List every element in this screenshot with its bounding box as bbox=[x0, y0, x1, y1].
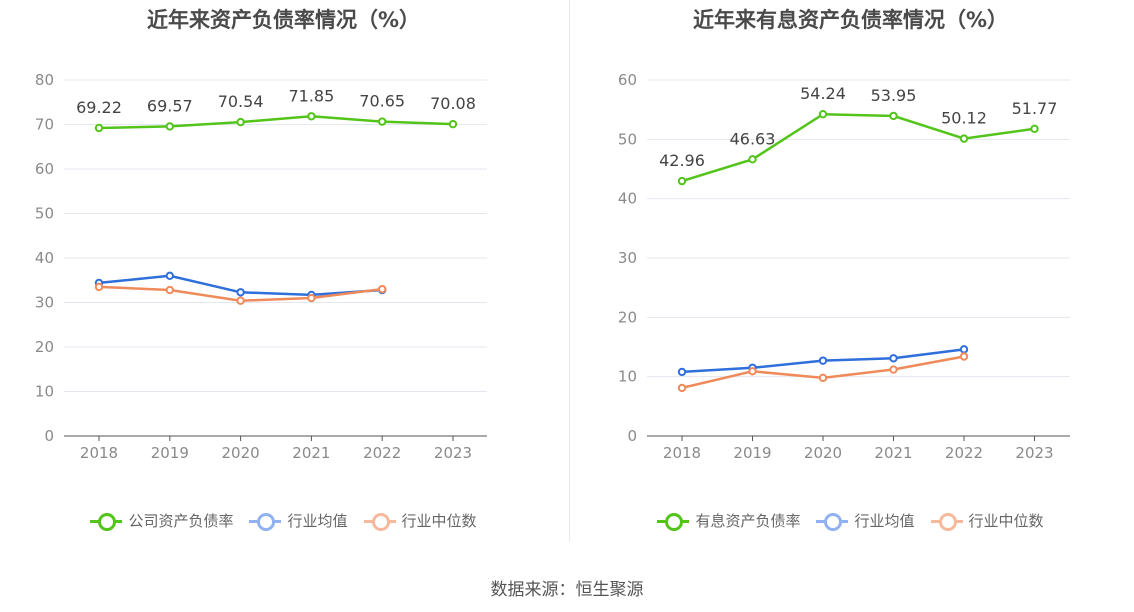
data-point bbox=[94, 123, 104, 133]
y-tick-label: 10 bbox=[35, 383, 54, 401]
data-label: 53.95 bbox=[871, 86, 917, 105]
data-point bbox=[1030, 124, 1039, 134]
y-tick-label: 0 bbox=[627, 427, 637, 445]
legend-swatch-icon bbox=[657, 512, 690, 531]
data-point bbox=[959, 134, 969, 143]
y-tick-label: 30 bbox=[618, 249, 637, 267]
x-tick-label: 2022 bbox=[363, 444, 401, 462]
x-tick-label: 2020 bbox=[804, 444, 842, 462]
data-point bbox=[748, 155, 757, 164]
data-point bbox=[818, 356, 828, 365]
legend-swatch-icon bbox=[249, 512, 282, 531]
data-label: 69.57 bbox=[147, 96, 193, 115]
y-tick-label: 20 bbox=[618, 308, 637, 326]
data-point bbox=[959, 352, 969, 361]
y-tick-label: 0 bbox=[44, 427, 54, 445]
legend-swatch-icon bbox=[816, 512, 849, 531]
data-point bbox=[677, 176, 687, 186]
data-point bbox=[889, 354, 898, 363]
legend-label: 行业中位数 bbox=[401, 512, 477, 530]
chart-title: 近年来资产负债率情况（%） bbox=[146, 8, 421, 32]
chart-plot-area: 0 10 20 30 40 50 60 70 80 2018 2019 2020 2021 2022 202… bbox=[35, 71, 487, 462]
data-label: 69.22 bbox=[76, 98, 122, 117]
data-point bbox=[307, 112, 316, 121]
y-tick-label: 60 bbox=[618, 71, 637, 89]
data-point bbox=[889, 111, 898, 121]
x-tick-label: 2019 bbox=[733, 444, 771, 462]
panel-divider bbox=[569, 0, 570, 542]
data-label: 70.08 bbox=[430, 94, 476, 113]
series-line bbox=[98, 115, 454, 130]
y-tick-label: 60 bbox=[35, 160, 54, 178]
y-tick-label: 70 bbox=[35, 116, 54, 134]
data-point bbox=[818, 109, 828, 119]
legend-swatch-icon bbox=[930, 512, 963, 531]
legend-label: 行业均值 bbox=[287, 512, 348, 530]
data-label: 70.54 bbox=[218, 92, 264, 111]
y-tick-label: 40 bbox=[618, 190, 637, 208]
legend-label: 行业均值 bbox=[854, 512, 915, 530]
data-label: 46.63 bbox=[730, 129, 776, 148]
data-point bbox=[236, 288, 245, 297]
legend-item-industry-median[interactable]: 行业中位数 bbox=[363, 510, 477, 531]
data-point bbox=[677, 367, 687, 377]
data-label: 42.96 bbox=[659, 151, 705, 170]
data-label: 50.12 bbox=[941, 109, 987, 128]
data-label: 71.85 bbox=[288, 86, 334, 105]
legend-item-industry-average[interactable]: 行业均值 bbox=[249, 510, 348, 531]
data-point bbox=[307, 293, 316, 303]
data-label: 54.24 bbox=[800, 84, 846, 103]
legend-label: 有息资产负债率 bbox=[695, 512, 801, 530]
legend-label: 行业中位数 bbox=[968, 512, 1044, 530]
data-point bbox=[94, 282, 104, 292]
data-point bbox=[889, 365, 898, 374]
data-point bbox=[165, 271, 175, 280]
series-line bbox=[681, 112, 1035, 183]
chart-panel-interest-bearing-debt-ratio: 近年来有息资产负债率情况（%） 0 10 20 30 40 50 60 2018 2019 202… bbox=[567, 0, 1134, 560]
data-point bbox=[448, 119, 458, 129]
data-point bbox=[378, 284, 387, 294]
x-tick-label: 2018 bbox=[80, 444, 118, 462]
y-tick-label: 50 bbox=[35, 205, 54, 223]
legend-swatch-icon bbox=[363, 512, 396, 531]
x-tick-label: 2023 bbox=[1015, 444, 1053, 462]
y-tick-label: 80 bbox=[35, 71, 54, 89]
x-tick-label: 2019 bbox=[151, 444, 189, 462]
data-point bbox=[748, 367, 757, 376]
x-tick-label: 2018 bbox=[663, 444, 701, 462]
y-tick-label: 40 bbox=[35, 249, 54, 267]
y-tick-label: 30 bbox=[35, 294, 54, 312]
y-tick-label: 50 bbox=[618, 130, 637, 148]
x-tick-label: 2021 bbox=[874, 444, 912, 462]
y-tick-label: 10 bbox=[618, 368, 637, 386]
x-tick-label: 2021 bbox=[292, 444, 330, 462]
chart-legend: 公司资产负债率 行业均值 行业中位数 bbox=[0, 510, 567, 531]
y-tick-label: 20 bbox=[35, 338, 54, 356]
data-label: 70.65 bbox=[359, 92, 405, 111]
legend-swatch-icon bbox=[90, 512, 123, 531]
chart-panel-debt-ratio: 近年来资产负债率情况（%） 0 10 20 30 40 50 60 70 80 2018 2019 2… bbox=[0, 0, 567, 560]
data-point bbox=[236, 296, 245, 305]
legend-item-company[interactable]: 有息资产负债率 bbox=[657, 510, 800, 531]
data-point bbox=[165, 285, 175, 295]
data-point bbox=[165, 122, 175, 131]
legend-label: 公司资产负债率 bbox=[128, 512, 234, 530]
data-point bbox=[959, 345, 969, 354]
data-point bbox=[818, 373, 828, 383]
data-point bbox=[677, 383, 687, 393]
chart-plot-area: 0 10 20 30 40 50 60 2018 2019 2020 2021 2022 2023 42.… bbox=[618, 71, 1070, 462]
legend-item-company[interactable]: 公司资产负债率 bbox=[90, 510, 233, 531]
legend-item-industry-average[interactable]: 行业均值 bbox=[816, 510, 915, 531]
data-source-note: 数据来源：恒生聚源 bbox=[490, 580, 644, 600]
x-tick-label: 2022 bbox=[945, 444, 983, 462]
x-tick-label: 2020 bbox=[222, 444, 260, 462]
data-point bbox=[378, 117, 387, 126]
data-label: 51.77 bbox=[1012, 99, 1058, 118]
legend-item-industry-median[interactable]: 行业中位数 bbox=[930, 510, 1044, 531]
data-point bbox=[236, 117, 245, 127]
chart-title: 近年来有息资产负债率情况（%） bbox=[692, 8, 1009, 32]
chart-legend: 有息资产负债率 行业均值 行业中位数 bbox=[567, 510, 1134, 531]
x-tick-label: 2023 bbox=[434, 444, 472, 462]
